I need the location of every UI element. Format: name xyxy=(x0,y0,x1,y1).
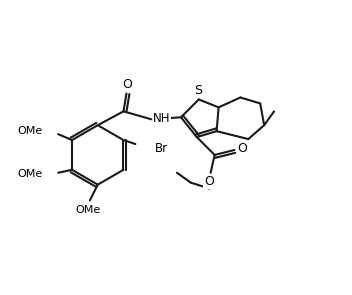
Text: Br: Br xyxy=(155,142,168,155)
Text: O: O xyxy=(238,142,247,155)
Text: O: O xyxy=(122,78,132,91)
Text: S: S xyxy=(194,84,202,97)
Text: OMe: OMe xyxy=(17,169,42,179)
Text: O: O xyxy=(204,175,214,188)
Text: OMe: OMe xyxy=(17,126,42,136)
Text: OMe: OMe xyxy=(75,205,100,215)
Text: NH: NH xyxy=(153,112,171,125)
